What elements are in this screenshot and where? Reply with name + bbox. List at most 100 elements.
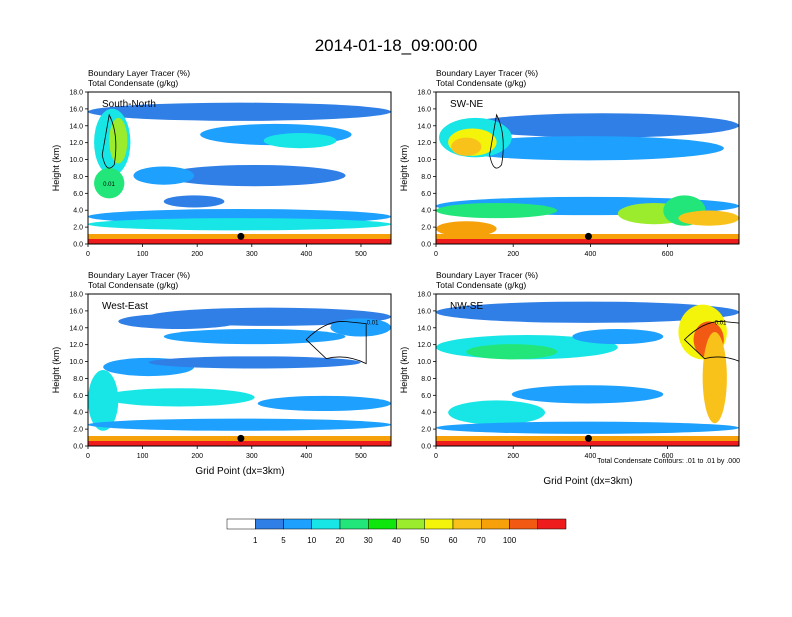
colorbar-swatch bbox=[255, 518, 284, 530]
y-tick-label: 6.0 bbox=[73, 191, 83, 198]
panel-title-tracer: Boundary Layer Tracer (%) bbox=[436, 270, 538, 280]
tracer-field bbox=[436, 92, 739, 244]
tracer-blob bbox=[263, 133, 337, 149]
y-tick-label: 18.0 bbox=[69, 90, 83, 97]
panel-title-tracer: Boundary Layer Tracer (%) bbox=[436, 68, 538, 78]
tracer-blob bbox=[118, 313, 240, 329]
x-tick-label: 100 bbox=[137, 453, 149, 460]
y-tick-label: 12.0 bbox=[69, 140, 83, 147]
y-axis-label: Height (km) bbox=[399, 347, 409, 394]
panel-label: SW-NE bbox=[450, 99, 483, 110]
tracer-blob bbox=[257, 395, 391, 412]
panel-sw-ne: Boundary Layer Tracer (%)Total Condensat… bbox=[399, 68, 740, 258]
tracer-blob bbox=[109, 117, 128, 164]
tracer-blob bbox=[511, 385, 664, 404]
y-tick-label: 2.0 bbox=[73, 427, 83, 434]
tracer-blob bbox=[163, 164, 346, 187]
colorbar-swatch bbox=[226, 518, 256, 530]
y-tick-label: 4.0 bbox=[73, 208, 83, 215]
x-tick-label: 300 bbox=[246, 453, 258, 460]
y-tick-label: 0.0 bbox=[73, 444, 83, 451]
panel-title-condensate: Total Condensate (g/kg) bbox=[436, 280, 526, 290]
boundary-layer-core bbox=[436, 239, 739, 244]
panel-west-east: Boundary Layer Tracer (%)Total Condensat… bbox=[51, 270, 392, 460]
tracer-field bbox=[88, 92, 391, 244]
tracer-blob bbox=[451, 136, 724, 161]
tracer-blob bbox=[103, 388, 255, 407]
tracer-blob bbox=[436, 221, 497, 237]
y-tick-label: 8.0 bbox=[421, 174, 431, 181]
x-tick-label: 500 bbox=[355, 251, 367, 258]
colorbar-label: 60 bbox=[449, 536, 458, 545]
tracer-blob bbox=[466, 344, 558, 360]
panel-south-north: Boundary Layer Tracer (%)Total Condensat… bbox=[51, 68, 392, 258]
tracer-blob bbox=[572, 328, 664, 345]
tracer-blob bbox=[436, 202, 558, 219]
panel-title-tracer: Boundary Layer Tracer (%) bbox=[88, 68, 190, 78]
contour-label: 0.01 bbox=[715, 320, 727, 326]
tracer-blob bbox=[330, 318, 391, 337]
x-tick-label: 100 bbox=[137, 251, 149, 258]
x-tick-label: 200 bbox=[507, 251, 519, 258]
condensate-contour bbox=[101, 113, 117, 169]
y-tick-label: 8.0 bbox=[73, 174, 83, 181]
tracer-blob bbox=[451, 137, 482, 156]
x-tick-label: 0 bbox=[434, 251, 438, 258]
colorbar-swatch bbox=[368, 518, 397, 530]
y-tick-label: 14.0 bbox=[417, 325, 431, 332]
colorbar-swatch bbox=[452, 518, 482, 530]
tracer-blob bbox=[466, 113, 739, 138]
y-tick-label: 2.0 bbox=[421, 427, 431, 434]
y-tick-label: 6.0 bbox=[421, 191, 431, 198]
tracer-field bbox=[88, 294, 391, 446]
tracer-blob bbox=[88, 418, 391, 431]
contour-label: 0.01 bbox=[367, 320, 379, 326]
colorbar-label: 70 bbox=[477, 536, 486, 545]
colorbar-swatch bbox=[424, 518, 454, 530]
x-axis-label-right: Grid Point (dx=3km) bbox=[543, 476, 632, 487]
y-tick-label: 4.0 bbox=[73, 410, 83, 417]
x-axis-label-left: Grid Point (dx=3km) bbox=[195, 466, 284, 477]
colorbar-swatch bbox=[283, 518, 312, 530]
location-marker bbox=[584, 232, 592, 240]
x-tick-label: 0 bbox=[86, 453, 90, 460]
condensate-contour bbox=[489, 113, 504, 169]
colorbar-label: 50 bbox=[420, 536, 429, 545]
colorbar-swatch bbox=[509, 518, 538, 530]
tracer-blob bbox=[94, 168, 125, 199]
x-tick-label: 400 bbox=[301, 453, 313, 460]
plot-frame bbox=[87, 91, 392, 245]
x-tick-label: 200 bbox=[191, 453, 203, 460]
panel-nw-se: Boundary Layer Tracer (%)Total Condensat… bbox=[399, 270, 740, 460]
colorbar-label: 100 bbox=[503, 536, 517, 545]
y-tick-label: 10.0 bbox=[417, 157, 431, 164]
tracer-blob bbox=[163, 195, 225, 208]
colorbar-label: 10 bbox=[307, 536, 316, 545]
colorbar-swatch bbox=[537, 518, 567, 530]
y-tick-label: 14.0 bbox=[69, 325, 83, 332]
x-tick-label: 400 bbox=[585, 251, 597, 258]
colorbar-swatch bbox=[481, 518, 510, 530]
y-tick-label: 10.0 bbox=[69, 359, 83, 366]
plot-frame bbox=[435, 293, 740, 447]
tracer-blob bbox=[436, 301, 739, 323]
y-tick-label: 18.0 bbox=[417, 292, 431, 299]
y-tick-label: 0.0 bbox=[421, 444, 431, 451]
y-tick-label: 12.0 bbox=[417, 342, 431, 349]
y-tick-label: 16.0 bbox=[417, 106, 431, 113]
x-tick-label: 200 bbox=[191, 251, 203, 258]
y-tick-label: 12.0 bbox=[417, 140, 431, 147]
tracer-blob bbox=[88, 218, 391, 231]
colorbar: 1 5 10 20 30 40 50 60 70 100 bbox=[226, 518, 567, 545]
x-tick-label: 400 bbox=[301, 251, 313, 258]
tracer-blob bbox=[448, 400, 546, 425]
location-marker bbox=[237, 232, 245, 240]
tracer-blob bbox=[88, 102, 391, 121]
y-tick-label: 4.0 bbox=[421, 410, 431, 417]
tracer-blob bbox=[436, 421, 739, 434]
panel-label: West-East bbox=[102, 301, 148, 312]
y-tick-label: 0.0 bbox=[73, 242, 83, 249]
y-tick-label: 18.0 bbox=[69, 292, 83, 299]
y-tick-label: 2.0 bbox=[73, 225, 83, 232]
